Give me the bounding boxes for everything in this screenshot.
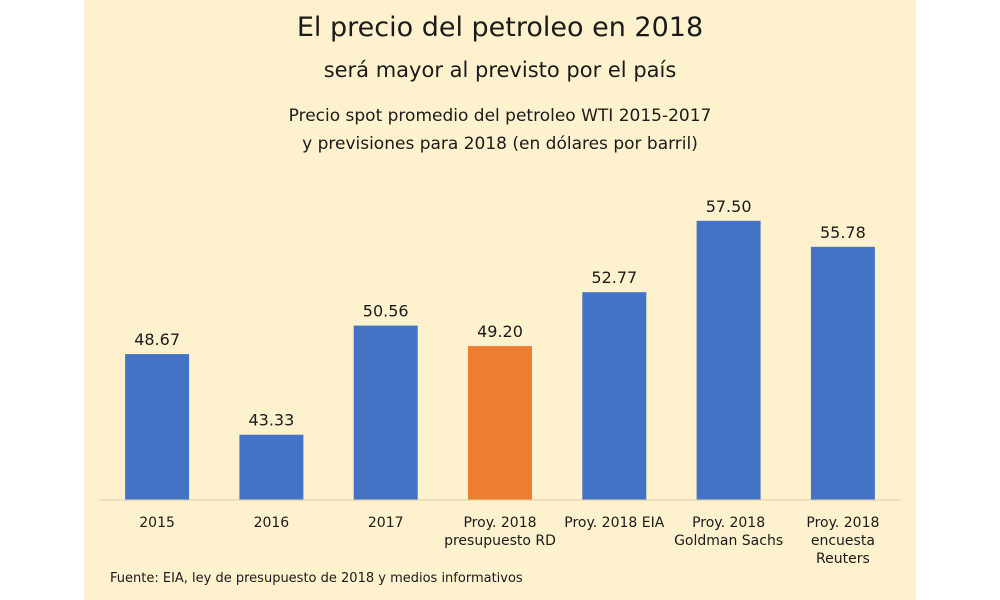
bar (353, 325, 418, 500)
page-title: El precio del petroleo en 2018 (296, 12, 704, 43)
bar (125, 354, 190, 500)
data-label: 43.33 (248, 411, 294, 430)
bar (582, 292, 647, 500)
x-tick-label: Proy. 2018 presupuesto RD (444, 515, 556, 549)
bar (810, 246, 875, 500)
source-note: Fuente: EIA, ley de presupuesto de 2018 … (110, 571, 523, 586)
chart-title-line-1: Precio spot promedio del petroleo WTI 20… (288, 106, 712, 126)
data-label: 50.56 (363, 302, 409, 321)
x-tick-label: 2016 (254, 515, 290, 531)
chart-title-line-2: y previsiones para 2018 (en dólares por … (302, 134, 698, 154)
bar (468, 346, 532, 500)
data-label: 55.78 (820, 223, 866, 242)
page-subtitle: será mayor al previsto por el país (323, 58, 677, 82)
bar (696, 220, 761, 501)
data-label: 57.50 (706, 197, 752, 216)
x-tick-label: 2015 (139, 515, 175, 531)
data-label: 49.20 (477, 322, 523, 341)
data-label: 52.77 (591, 268, 637, 287)
bar (239, 434, 304, 500)
x-tick-label: Proy. 2018 encuesta Reuters (806, 515, 879, 567)
x-tick-label: Proy. 2018 Goldman Sachs (674, 515, 783, 549)
x-tick-label: Proy. 2018 EIA (564, 515, 664, 531)
x-tick-label: 2017 (368, 515, 404, 531)
data-label: 48.67 (134, 330, 180, 349)
